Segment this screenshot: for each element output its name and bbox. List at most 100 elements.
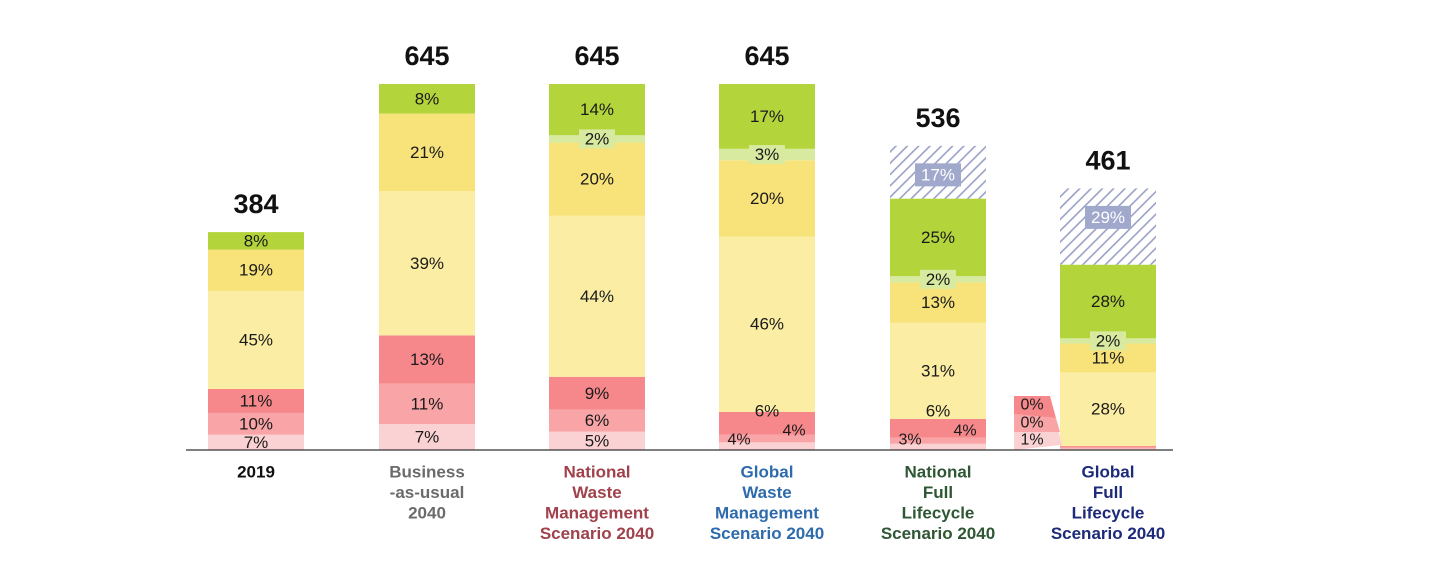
category-label: Management [545, 504, 649, 523]
segment-value-label: 9% [585, 384, 610, 403]
segment-value-label: 11% [240, 391, 273, 410]
category-label: Scenario 2040 [710, 524, 824, 543]
segment-value-label: 7% [244, 433, 269, 452]
segment-value-label: 19% [239, 261, 273, 280]
category-label: 2019 [237, 463, 275, 482]
segment-value-label: 0% [1020, 397, 1043, 414]
bar-segment [890, 198, 986, 277]
segment-value-label: 28% [1091, 400, 1125, 419]
category-label: Lifecycle [1072, 504, 1145, 523]
segment-value-label: 5% [585, 431, 610, 450]
bar-total-label: 645 [574, 41, 619, 71]
category-label: Global [1082, 463, 1135, 482]
segment-value-label: 2% [1096, 331, 1121, 350]
segment-value-label: 28% [1091, 292, 1125, 311]
segment-value-label: 6% [755, 402, 780, 421]
segment-value-label: 4% [782, 423, 805, 440]
bar-segment [379, 335, 475, 384]
bar-segment [1060, 448, 1156, 450]
bar-segment [549, 142, 645, 216]
bar-segment [890, 443, 986, 450]
segment-label-background [579, 129, 615, 149]
bar-segment [549, 84, 645, 136]
callout-background [1014, 396, 1056, 418]
category-label: Management [715, 504, 819, 523]
bar-segment [719, 442, 815, 450]
category-label: Scenario 2040 [1051, 524, 1165, 543]
segment-value-label: 31% [921, 361, 955, 380]
segment-value-label: 6% [926, 402, 951, 421]
segment-value-label: 20% [580, 170, 614, 189]
category-label: Lifecycle [902, 504, 975, 523]
segment-value-label: 0% [1020, 415, 1043, 432]
bar-total-label: 645 [744, 41, 789, 71]
bar-segment [549, 409, 645, 432]
segment-value-label: 8% [415, 89, 440, 108]
bar-segment [1060, 446, 1156, 448]
segment-value-label: 7% [415, 428, 440, 447]
category-label: Global [741, 463, 794, 482]
segment-value-label: 11% [411, 394, 444, 413]
segment-value-label: 25% [921, 228, 955, 247]
category-label: -as-usual [390, 483, 465, 502]
category-label: National [563, 463, 630, 482]
category-label: National [904, 463, 971, 482]
segment-value-label: 21% [410, 143, 444, 162]
bar-total-label: 645 [404, 41, 449, 71]
segment-value-label: 44% [580, 287, 614, 306]
segment-label-background [749, 145, 785, 165]
category-label: Business [389, 463, 465, 482]
segment-value-label: 20% [750, 189, 784, 208]
hatch-label-background [1085, 205, 1131, 229]
bar-segment [208, 249, 304, 291]
bar-segment [719, 160, 815, 237]
bar-total-label: 461 [1085, 145, 1130, 175]
bar-segment [208, 232, 304, 250]
bar-segment [379, 84, 475, 114]
segment-label-background [920, 269, 956, 289]
segment-value-label: 4% [727, 432, 750, 449]
segment-value-label: 6% [585, 411, 610, 430]
bar-segment [1060, 447, 1156, 449]
segment-value-label: 8% [244, 231, 269, 250]
segment-value-label: 14% [580, 100, 614, 119]
bar-segment [890, 282, 986, 323]
segment-value-label: 13% [921, 293, 955, 312]
bar-segment [549, 376, 645, 410]
bar-total-label: 536 [915, 103, 960, 133]
segment-value-label: 3% [755, 145, 780, 164]
bar-segment [549, 431, 645, 450]
segment-value-label: 13% [410, 350, 444, 369]
bar-segment [719, 434, 815, 443]
bar-segment [379, 113, 475, 192]
segment-value-label: 45% [239, 330, 273, 349]
bar-segment [1060, 372, 1156, 447]
bar-segment [890, 322, 986, 419]
bar-segment [719, 411, 815, 435]
segment-value-label: 1% [1020, 432, 1043, 449]
bar-segment [1060, 264, 1156, 339]
category-label: Full [923, 483, 953, 502]
segment-value-label: 17% [750, 107, 784, 126]
category-label: 2040 [408, 504, 446, 523]
bar-segment [890, 437, 986, 444]
category-label: Waste [742, 483, 791, 502]
segment-label-background [1090, 331, 1126, 351]
segment-value-label: 11% [1092, 348, 1125, 367]
category-label: Scenario 2040 [881, 524, 995, 543]
bar-segment [890, 418, 986, 438]
bar-segment [379, 191, 475, 336]
category-label: Scenario 2040 [540, 524, 654, 543]
bar-segment [208, 434, 304, 450]
segment-value-label: 10% [239, 414, 273, 433]
bar-segment [719, 236, 815, 412]
segment-value-label: 29% [1091, 208, 1125, 227]
segment-value-label: 4% [953, 423, 976, 440]
segment-value-label: 46% [750, 315, 784, 334]
bar-segment [719, 84, 815, 149]
segment-value-label: 17% [921, 165, 955, 184]
category-label: Waste [572, 483, 621, 502]
category-label: Full [1093, 483, 1123, 502]
segment-value-label: 3% [898, 432, 921, 449]
segment-value-label: 2% [585, 129, 610, 148]
